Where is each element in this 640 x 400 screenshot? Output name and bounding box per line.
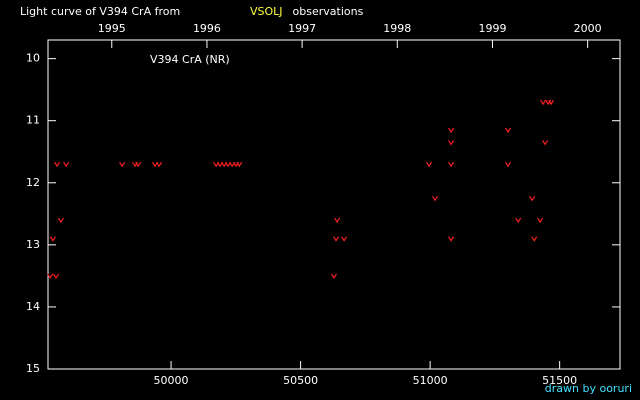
- y-tick-label: 15: [26, 362, 40, 375]
- data-point: [448, 127, 455, 134]
- data-point: [448, 140, 455, 146]
- data-point: [537, 217, 544, 224]
- data-point: [156, 161, 163, 168]
- y-tick-label: 11: [26, 114, 40, 127]
- annotation: V394 CrA (NR): [150, 53, 230, 66]
- data-point: [531, 236, 538, 242]
- data-point: [135, 161, 142, 168]
- data-point: [333, 236, 340, 242]
- data-point: [217, 161, 224, 168]
- x-tick-label: 51500: [542, 374, 577, 387]
- x-tick-label: 50500: [283, 374, 318, 387]
- data-point: [119, 161, 126, 168]
- data-point: [330, 273, 338, 280]
- chart-title: Light curve of V394 CrA from: [20, 5, 180, 18]
- y-tick-label: 14: [26, 300, 40, 313]
- data-point: [529, 195, 536, 202]
- data-point: [225, 161, 232, 168]
- x2-tick-label: 1995: [98, 22, 126, 35]
- data-point: [236, 161, 243, 168]
- data-point: [334, 217, 341, 224]
- data-point: [542, 140, 549, 146]
- x2-tick-label: 1999: [478, 22, 506, 35]
- data-point: [515, 217, 522, 224]
- data-point: [53, 273, 60, 280]
- data-point: [47, 273, 54, 280]
- title-suffix: observations: [293, 5, 364, 18]
- y-tick-label: 13: [26, 238, 40, 251]
- data-point: [505, 127, 512, 134]
- data-point: [432, 195, 439, 202]
- data-point: [505, 161, 512, 168]
- data-point: [448, 236, 455, 242]
- x2-tick-label: 1997: [288, 22, 316, 35]
- data-point: [548, 99, 555, 106]
- data-point: [63, 161, 70, 168]
- x2-tick-label: 2000: [574, 22, 602, 35]
- y-tick-label: 12: [26, 176, 40, 189]
- data-point: [540, 99, 547, 106]
- data-point: [151, 161, 158, 168]
- data-point: [57, 217, 64, 224]
- data-point: [54, 161, 61, 168]
- x2-tick-label: 1998: [383, 22, 411, 35]
- data-point: [49, 236, 56, 242]
- y-tick-label: 10: [26, 52, 40, 65]
- credit: drawn by ooruri: [545, 382, 632, 395]
- title-source: VSOLJ: [250, 5, 283, 18]
- x2-tick-label: 1996: [193, 22, 221, 35]
- plot-frame: [47, 39, 621, 370]
- data-point: [341, 236, 348, 242]
- data-point: [426, 161, 433, 168]
- x-tick-label: 50000: [154, 374, 189, 387]
- x-tick-label: 51000: [413, 374, 448, 387]
- data-point: [448, 161, 455, 168]
